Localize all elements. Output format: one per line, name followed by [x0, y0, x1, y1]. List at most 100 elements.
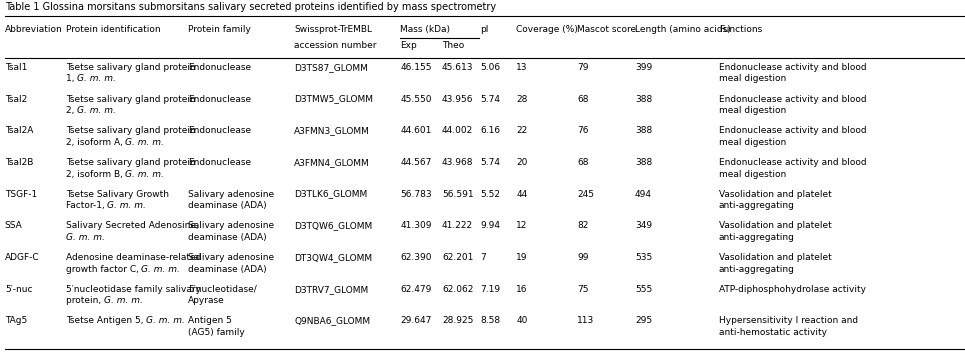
- Text: 2, isoform A,: 2, isoform A,: [66, 138, 125, 147]
- Text: 113: 113: [577, 316, 594, 325]
- Text: 8.58: 8.58: [481, 316, 501, 325]
- Text: 62.062: 62.062: [442, 285, 474, 294]
- Text: Tsetse Antigen 5,: Tsetse Antigen 5,: [66, 316, 146, 325]
- Text: Salivary adenosine: Salivary adenosine: [188, 253, 274, 262]
- Text: SSA: SSA: [5, 221, 22, 230]
- Text: 56.591: 56.591: [442, 190, 474, 199]
- Text: Tsetse Salivary Growth: Tsetse Salivary Growth: [66, 190, 169, 199]
- Text: 44: 44: [516, 190, 528, 199]
- Text: 62.390: 62.390: [400, 253, 432, 262]
- Text: 62.201: 62.201: [442, 253, 474, 262]
- Text: 388: 388: [635, 95, 652, 103]
- Text: 76: 76: [577, 126, 589, 135]
- Text: 29.647: 29.647: [400, 316, 432, 325]
- Text: Endonuclease activity and blood: Endonuclease activity and blood: [719, 126, 867, 135]
- Text: DT3QW4_GLOMM: DT3QW4_GLOMM: [294, 253, 372, 262]
- Text: 555: 555: [635, 285, 652, 294]
- Text: Vasolidation and platelet: Vasolidation and platelet: [719, 253, 832, 262]
- Text: 388: 388: [635, 158, 652, 167]
- Text: 7: 7: [481, 253, 486, 262]
- Text: G. m. m.: G. m. m.: [125, 138, 164, 147]
- Text: 12: 12: [516, 221, 528, 230]
- Text: Vasolidation and platelet: Vasolidation and platelet: [719, 190, 832, 199]
- Text: 494: 494: [635, 190, 652, 199]
- Text: Tsal2: Tsal2: [5, 95, 27, 103]
- Text: 22: 22: [516, 126, 528, 135]
- Text: accession number: accession number: [294, 41, 376, 49]
- Text: 68: 68: [577, 158, 589, 167]
- Text: Endonuclease: Endonuclease: [188, 95, 251, 103]
- Text: G. m. m.: G. m. m.: [77, 74, 116, 83]
- Text: D3TMW5_GLOMM: D3TMW5_GLOMM: [294, 95, 373, 103]
- Text: pI: pI: [481, 25, 489, 34]
- Text: Vasolidation and platelet: Vasolidation and platelet: [719, 221, 832, 230]
- Text: Mascot score: Mascot score: [577, 25, 636, 34]
- Text: 79: 79: [577, 63, 589, 72]
- Text: 43.968: 43.968: [442, 158, 474, 167]
- Text: Salivary adenosine: Salivary adenosine: [188, 221, 274, 230]
- Text: anti-aggregating: anti-aggregating: [719, 201, 795, 210]
- Text: Adenosine deaminase-related: Adenosine deaminase-related: [66, 253, 201, 262]
- Text: Length (amino acids): Length (amino acids): [635, 25, 731, 34]
- Text: D3TLK6_GLOMM: D3TLK6_GLOMM: [294, 190, 368, 199]
- Text: Tsal1: Tsal1: [5, 63, 27, 72]
- Text: Tsetse salivary gland protein: Tsetse salivary gland protein: [66, 158, 195, 167]
- Text: (AG5) family: (AG5) family: [188, 328, 245, 337]
- Text: Endonuclease: Endonuclease: [188, 158, 251, 167]
- Text: 45.613: 45.613: [442, 63, 474, 72]
- Text: 82: 82: [577, 221, 589, 230]
- Text: Theo: Theo: [442, 41, 464, 49]
- Text: 9.94: 9.94: [481, 221, 501, 230]
- Text: TAg5: TAg5: [5, 316, 27, 325]
- Text: 295: 295: [635, 316, 652, 325]
- Text: 5′-nuc: 5′-nuc: [5, 285, 32, 294]
- Text: 20: 20: [516, 158, 528, 167]
- Text: 40: 40: [516, 316, 528, 325]
- Text: 6.16: 6.16: [481, 126, 501, 135]
- Text: G. m. m.: G. m. m.: [66, 233, 104, 242]
- Text: D3TS87_GLOMM: D3TS87_GLOMM: [294, 63, 369, 72]
- Text: anti-hemostatic activity: anti-hemostatic activity: [719, 328, 827, 337]
- Text: 388: 388: [635, 126, 652, 135]
- Text: 2, isoform B,: 2, isoform B,: [66, 169, 125, 179]
- Text: anti-aggregating: anti-aggregating: [719, 233, 795, 242]
- Text: 1,: 1,: [66, 74, 77, 83]
- Text: deaminase (ADA): deaminase (ADA): [188, 265, 266, 274]
- Text: 399: 399: [635, 63, 652, 72]
- Text: protein,: protein,: [66, 296, 103, 305]
- Text: A3FMN3_GLOMM: A3FMN3_GLOMM: [294, 126, 371, 135]
- Text: 41.222: 41.222: [442, 221, 473, 230]
- Text: Factor-1,: Factor-1,: [66, 201, 107, 210]
- Text: G. m. m.: G. m. m.: [125, 169, 164, 179]
- Text: 535: 535: [635, 253, 652, 262]
- Text: 7.19: 7.19: [481, 285, 501, 294]
- Text: 43.956: 43.956: [442, 95, 474, 103]
- Text: Functions: Functions: [719, 25, 762, 34]
- Text: meal digestion: meal digestion: [719, 138, 786, 147]
- Text: Table 1 Glossina morsitans submorsitans salivary secreted proteins identified by: Table 1 Glossina morsitans submorsitans …: [5, 2, 496, 12]
- Text: deaminase (ADA): deaminase (ADA): [188, 201, 266, 210]
- Text: 41.309: 41.309: [400, 221, 432, 230]
- Text: 16: 16: [516, 285, 528, 294]
- Text: G. m. m.: G. m. m.: [141, 265, 180, 274]
- Text: meal digestion: meal digestion: [719, 74, 786, 83]
- Text: Endonuclease activity and blood: Endonuclease activity and blood: [719, 95, 867, 103]
- Text: 28: 28: [516, 95, 528, 103]
- Text: G. m. m.: G. m. m.: [77, 106, 116, 115]
- Text: Tsetse salivary gland protein: Tsetse salivary gland protein: [66, 126, 195, 135]
- Text: ADGF-C: ADGF-C: [5, 253, 40, 262]
- Text: D3TQW6_GLOMM: D3TQW6_GLOMM: [294, 221, 372, 230]
- Text: Coverage (%): Coverage (%): [516, 25, 578, 34]
- Text: Protein family: Protein family: [188, 25, 251, 34]
- Text: 5.74: 5.74: [481, 95, 501, 103]
- Text: Endonuclease: Endonuclease: [188, 63, 251, 72]
- Text: 99: 99: [577, 253, 589, 262]
- Text: 5.52: 5.52: [481, 190, 501, 199]
- Text: 46.155: 46.155: [400, 63, 432, 72]
- Text: 5.06: 5.06: [481, 63, 501, 72]
- Text: G. m. m.: G. m. m.: [107, 201, 146, 210]
- Text: Protein identification: Protein identification: [66, 25, 160, 34]
- Text: 5′nucleotidase/: 5′nucleotidase/: [188, 285, 257, 294]
- Text: ATP-diphosphohydrolase activity: ATP-diphosphohydrolase activity: [719, 285, 866, 294]
- Text: Endonuclease activity and blood: Endonuclease activity and blood: [719, 158, 867, 167]
